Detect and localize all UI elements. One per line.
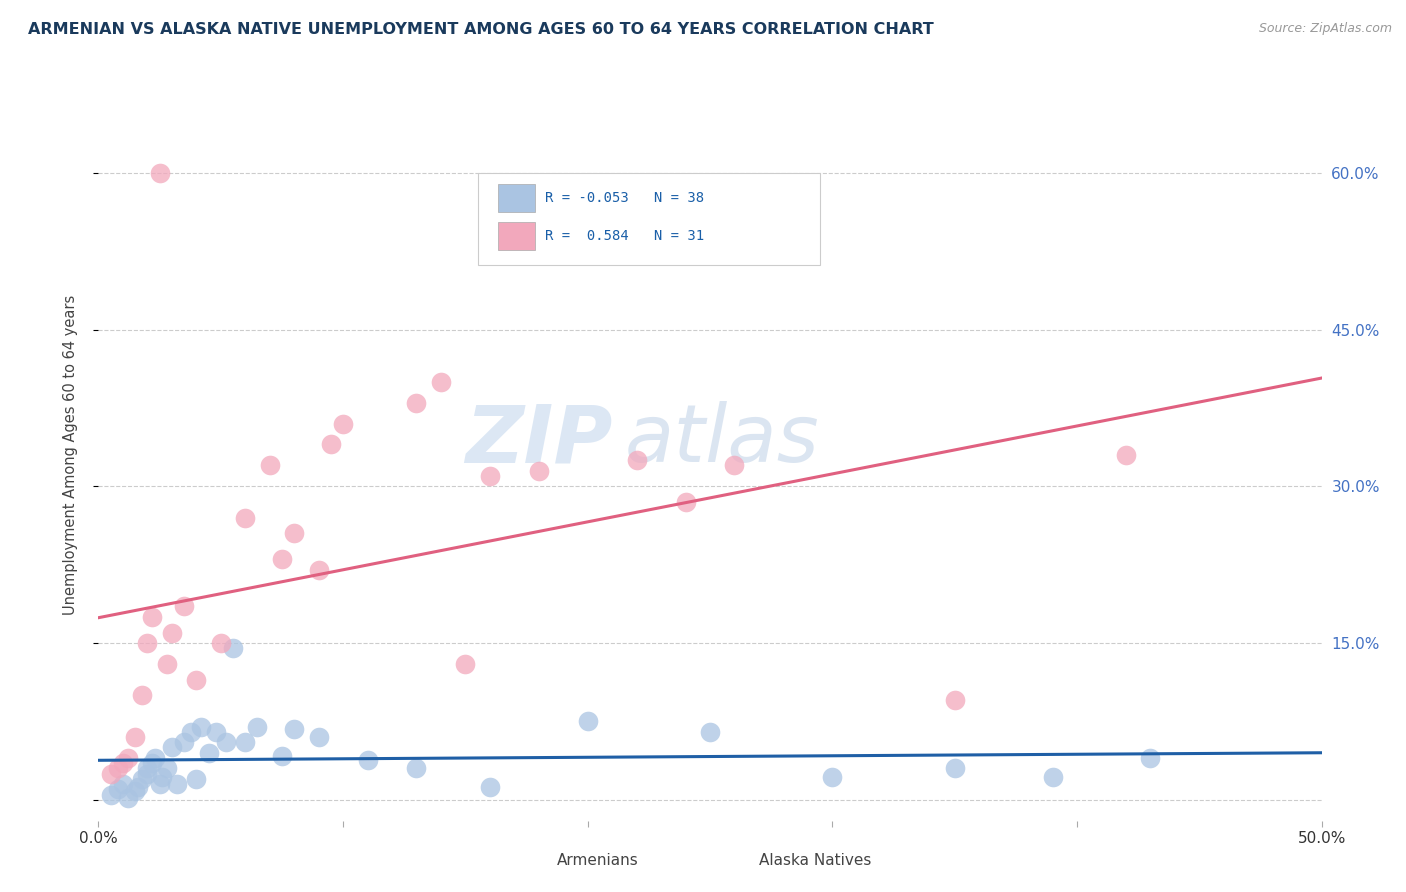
Point <box>723 458 745 473</box>
Point <box>308 730 330 744</box>
Point <box>283 526 305 541</box>
Point <box>356 753 378 767</box>
FancyBboxPatch shape <box>478 173 820 265</box>
Point <box>107 782 129 797</box>
Point <box>180 724 202 739</box>
Point <box>209 636 232 650</box>
Text: atlas: atlas <box>624 401 820 479</box>
Point <box>131 688 153 702</box>
Point <box>270 748 294 763</box>
Point <box>190 720 212 734</box>
Point <box>405 761 427 775</box>
Point <box>319 437 342 451</box>
Point <box>405 395 427 409</box>
Point <box>111 777 134 791</box>
Point <box>149 166 172 180</box>
Point <box>478 468 501 483</box>
Point <box>173 599 195 614</box>
Point <box>117 751 139 765</box>
Point <box>160 740 183 755</box>
Point <box>821 770 844 784</box>
Point <box>308 563 330 577</box>
Point <box>141 756 163 771</box>
Point <box>1115 448 1137 462</box>
Point <box>149 777 172 791</box>
Point <box>166 777 188 791</box>
Point <box>156 761 179 775</box>
Text: Armenians: Armenians <box>557 854 638 869</box>
Point <box>699 724 721 739</box>
Point <box>186 673 208 687</box>
Point <box>270 552 294 566</box>
Text: Source: ZipAtlas.com: Source: ZipAtlas.com <box>1258 22 1392 36</box>
Y-axis label: Unemployment Among Ages 60 to 64 years: Unemployment Among Ages 60 to 64 years <box>63 294 77 615</box>
Point <box>186 772 208 786</box>
Bar <box>710 850 747 871</box>
Point <box>675 495 697 509</box>
Point <box>100 766 122 780</box>
Point <box>124 730 146 744</box>
Point <box>478 780 501 795</box>
Point <box>1139 751 1161 765</box>
Point <box>222 641 245 656</box>
Point <box>127 780 149 795</box>
Point <box>332 417 354 431</box>
Bar <box>508 850 546 871</box>
Point <box>233 510 256 524</box>
Point <box>150 770 173 784</box>
Point <box>576 714 599 729</box>
Point <box>107 761 129 775</box>
Point <box>111 756 134 771</box>
Point <box>160 625 183 640</box>
Point <box>131 772 153 786</box>
Point <box>246 720 269 734</box>
Point <box>117 790 139 805</box>
Point <box>136 761 159 775</box>
Point <box>1042 770 1064 784</box>
Point <box>430 375 453 389</box>
Point <box>136 766 159 780</box>
Point <box>626 453 648 467</box>
Point <box>136 636 159 650</box>
Point <box>283 722 305 736</box>
Point <box>197 746 219 760</box>
Point <box>259 458 281 473</box>
Bar <box>498 222 536 250</box>
Text: Alaska Natives: Alaska Natives <box>759 854 872 869</box>
Text: R = -0.053   N = 38: R = -0.053 N = 38 <box>546 191 704 205</box>
Point <box>141 610 163 624</box>
Point <box>124 784 146 798</box>
Text: ZIP: ZIP <box>465 401 612 479</box>
Point <box>214 735 236 749</box>
Bar <box>498 185 536 212</box>
Point <box>173 735 195 749</box>
Point <box>943 693 966 707</box>
Point <box>156 657 179 671</box>
Point <box>454 657 477 671</box>
Point <box>100 788 122 802</box>
Text: R =  0.584   N = 31: R = 0.584 N = 31 <box>546 229 704 244</box>
Point <box>233 735 256 749</box>
Point <box>143 751 166 765</box>
Point <box>205 724 228 739</box>
Text: ARMENIAN VS ALASKA NATIVE UNEMPLOYMENT AMONG AGES 60 TO 64 YEARS CORRELATION CHA: ARMENIAN VS ALASKA NATIVE UNEMPLOYMENT A… <box>28 22 934 37</box>
Point <box>527 464 550 478</box>
Point <box>943 761 966 775</box>
